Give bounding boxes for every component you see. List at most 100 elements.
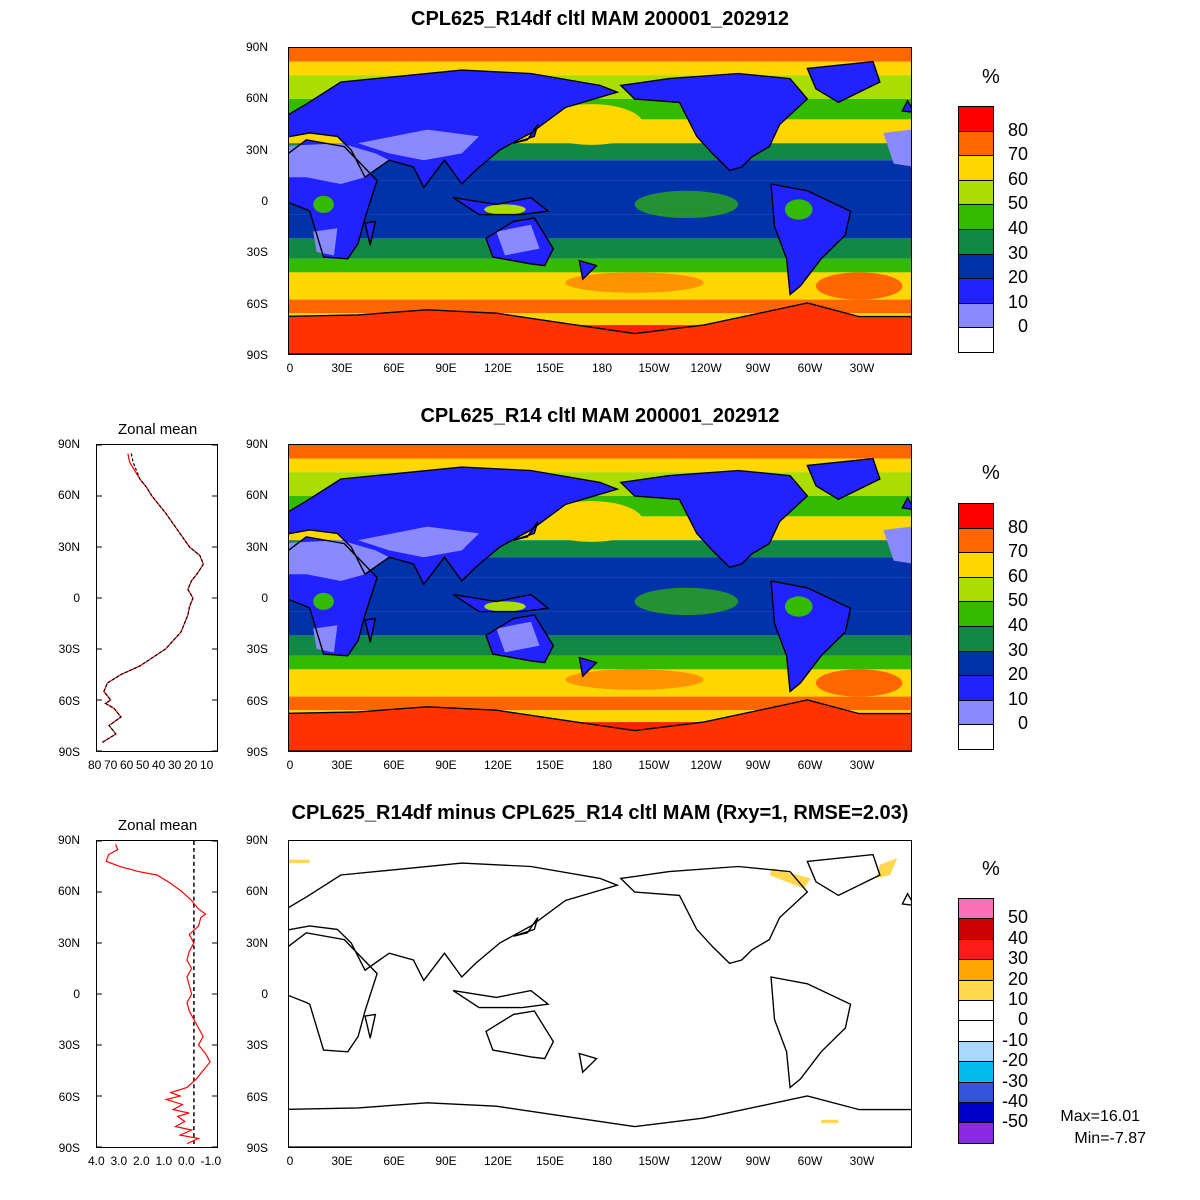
lon-tick-label: 0 — [286, 758, 294, 772]
lon-tick-label: 120W — [690, 758, 722, 772]
colorbar-swatch — [958, 1122, 994, 1144]
zonal-mean2-title: Zonal mean — [118, 817, 198, 834]
lat-tick-label: 30S — [246, 1038, 268, 1053]
lon-tick-label: 180 — [591, 1154, 613, 1168]
lon-tick-label: 120E — [483, 1154, 513, 1168]
lon-tick-label: 60W — [797, 1154, 823, 1168]
colorbar-swatch — [958, 179, 994, 206]
zonal-lat-tick-label: 30N — [57, 935, 80, 950]
colorbar-label: 10 — [1007, 291, 1028, 312]
zonal-lat-tick-label: 60S — [58, 1089, 80, 1104]
lat-tick-label: 0 — [261, 590, 268, 605]
lon-tick-label: 60E — [383, 361, 405, 375]
lat-tick-label: 90N — [245, 833, 268, 847]
colorbar-swatch — [958, 253, 994, 280]
min-value-label: Min=-7.87 — [1074, 1130, 1146, 1147]
colorbar-label: -40 — [1001, 1091, 1028, 1111]
zonal-lat-tick-label: 90S — [58, 744, 80, 759]
panel2-title: CPL625_R14 cltl MAM 200001_202912 — [420, 405, 780, 427]
lon-tick-label: 90E — [435, 758, 457, 772]
lat-tick-label: 90S — [246, 347, 268, 362]
lon-tick-label: 90E — [435, 361, 457, 375]
panel1-unit-label: % — [982, 66, 1000, 88]
zonal-lat-tick-label: 90S — [58, 1140, 80, 1155]
lat-tick-label: 90S — [246, 1140, 268, 1155]
lat-tick-label: 90N — [245, 40, 268, 54]
colorbar-swatch — [958, 302, 994, 329]
lon-tick-label: 30W — [849, 758, 875, 772]
lon-tick-label: 30E — [331, 361, 353, 375]
colorbar-swatch — [958, 327, 994, 353]
zonal-x-tick-label: 30 — [168, 758, 182, 772]
lat-tick-label: 30S — [246, 245, 268, 260]
panel1-title: CPL625_R14df cltl MAM 200001_202912 — [411, 8, 789, 30]
panel3-map — [288, 840, 912, 1148]
lon-tick-label: 150W — [638, 361, 670, 375]
colorbar-swatch — [958, 626, 994, 652]
colorbar-label: 10 — [1007, 688, 1028, 709]
zonal-mean2-plot — [96, 840, 218, 1148]
lat-tick-label: 60N — [245, 488, 268, 503]
colorbar-label: 0 — [1017, 1009, 1028, 1030]
zonal-x-tick-label: 2.0 — [133, 1154, 150, 1168]
colorbar-label: 40 — [1007, 218, 1028, 238]
zonal-x-tick-label: 1.0 — [155, 1154, 173, 1168]
max-value-label: Max=16.01 — [1060, 1108, 1140, 1125]
lon-tick-label: 90W — [745, 1154, 771, 1168]
zonal-x-tick-label: 3.0 — [110, 1154, 128, 1168]
lat-tick-label: 30S — [246, 642, 268, 657]
lat-tick-label: 60S — [246, 693, 268, 708]
panel2-unit-label: % — [982, 462, 1000, 484]
lon-tick-label: 150E — [535, 758, 565, 772]
lat-tick-label: 90N — [245, 437, 268, 451]
lon-tick-label: 150E — [535, 361, 565, 375]
lon-tick-label: 150W — [638, 758, 670, 772]
zonal-mean-series-line — [105, 844, 211, 1145]
zonal-lat-tick-label: 30S — [58, 642, 80, 657]
colorbar-label: -20 — [1001, 1050, 1028, 1071]
colorbar-label: 60 — [1007, 168, 1028, 189]
zonal-lat-tick-label: 0 — [73, 590, 80, 605]
colorbar-label: 40 — [1007, 927, 1028, 948]
colorbar-label: 20 — [1007, 664, 1028, 685]
lat-tick-label: 0 — [261, 193, 268, 208]
lon-tick-label: 150E — [535, 1154, 565, 1168]
zonal-mean-series-line — [101, 453, 204, 743]
zonal-mean1-plot — [96, 444, 218, 752]
lon-tick-label: 60W — [797, 361, 823, 375]
colorbar-swatch — [958, 130, 994, 157]
lat-tick-label: 30N — [245, 142, 268, 157]
zonal-lat-tick-label: 90N — [57, 437, 80, 451]
lon-tick-label: 90W — [745, 758, 771, 772]
zonal-x-tick-label: 50 — [136, 758, 150, 772]
lon-tick-label: 60E — [383, 758, 405, 772]
zonal-x-tick-label: 80 — [88, 758, 102, 772]
lat-tick-label: 30N — [245, 539, 268, 554]
zonal-x-tick-label: 10 — [200, 758, 214, 772]
lat-tick-label: 60N — [245, 91, 268, 106]
lon-tick-label: 60W — [797, 758, 823, 772]
colorbar-label: 20 — [1007, 267, 1028, 288]
lon-tick-label: 150W — [638, 1154, 670, 1168]
zonal-x-tick-label: -1.0 — [200, 1154, 222, 1168]
colorbar-swatch — [958, 699, 994, 726]
colorbar-label: 30 — [1007, 639, 1028, 660]
colorbar-label: 20 — [1007, 968, 1028, 989]
lon-tick-label: 120W — [690, 1154, 722, 1168]
lon-tick-label: 30W — [849, 361, 875, 375]
zonal-x-tick-label: 70 — [104, 758, 118, 772]
zonal-x-tick-label: 4.0 — [88, 1154, 105, 1168]
colorbar-swatch — [958, 724, 994, 750]
lon-tick-label: 0 — [286, 1154, 294, 1168]
lon-tick-label: 180 — [591, 758, 613, 772]
lon-tick-label: 60E — [383, 1154, 405, 1168]
lon-tick-label: 180 — [591, 361, 613, 375]
lat-tick-label: 90S — [246, 744, 268, 759]
colorbar-label: -50 — [1001, 1111, 1028, 1132]
zonal-x-tick-label: 40 — [152, 758, 166, 772]
zonal-lat-tick-label: 60S — [58, 693, 80, 708]
lat-tick-label: 60S — [246, 296, 268, 311]
colorbar-label: 50 — [1007, 907, 1028, 928]
colorbar-label: 50 — [1007, 590, 1028, 611]
colorbar-label: -10 — [1001, 1029, 1028, 1050]
